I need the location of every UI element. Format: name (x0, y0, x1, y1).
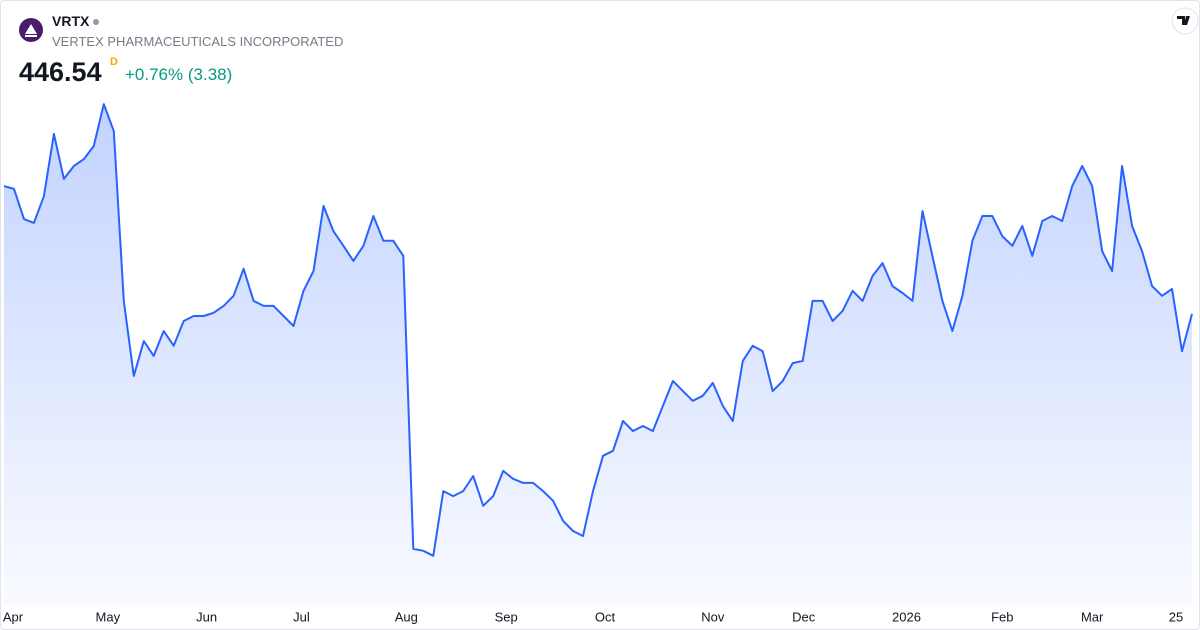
symbol-text: VRTX (52, 13, 90, 29)
x-tick-label: Dec (792, 609, 816, 624)
x-tick-label: Jul (293, 609, 310, 624)
price-line (3, 103, 1193, 557)
tv-logo[interactable] (1171, 7, 1199, 35)
x-tick-label: 2026 (892, 609, 921, 624)
price: 446.54 (19, 57, 102, 87)
x-tick-label: May (96, 609, 121, 624)
logo (19, 18, 43, 42)
symbol: VRTX (52, 13, 100, 29)
change: +0.76% (3.38) (125, 65, 233, 84)
x-tick-label: Mar (1081, 609, 1104, 624)
area-fill (4, 104, 1192, 605)
interval: D (110, 56, 118, 68)
company-name: VERTEX PHARMACEUTICALS INCORPORATED (52, 34, 344, 49)
x-tick-label: Oct (595, 609, 616, 624)
x-tick-label: Nov (701, 609, 725, 624)
status-dot (93, 19, 100, 26)
x-tick-label: Feb (991, 609, 1013, 624)
x-tick-label: Aug (395, 609, 418, 624)
x-tick-label: Sep (495, 609, 518, 624)
x-tick-label: Apr (3, 609, 24, 624)
x-tick-label: Jun (196, 609, 217, 624)
x-tick-label: 25 (1169, 609, 1183, 624)
